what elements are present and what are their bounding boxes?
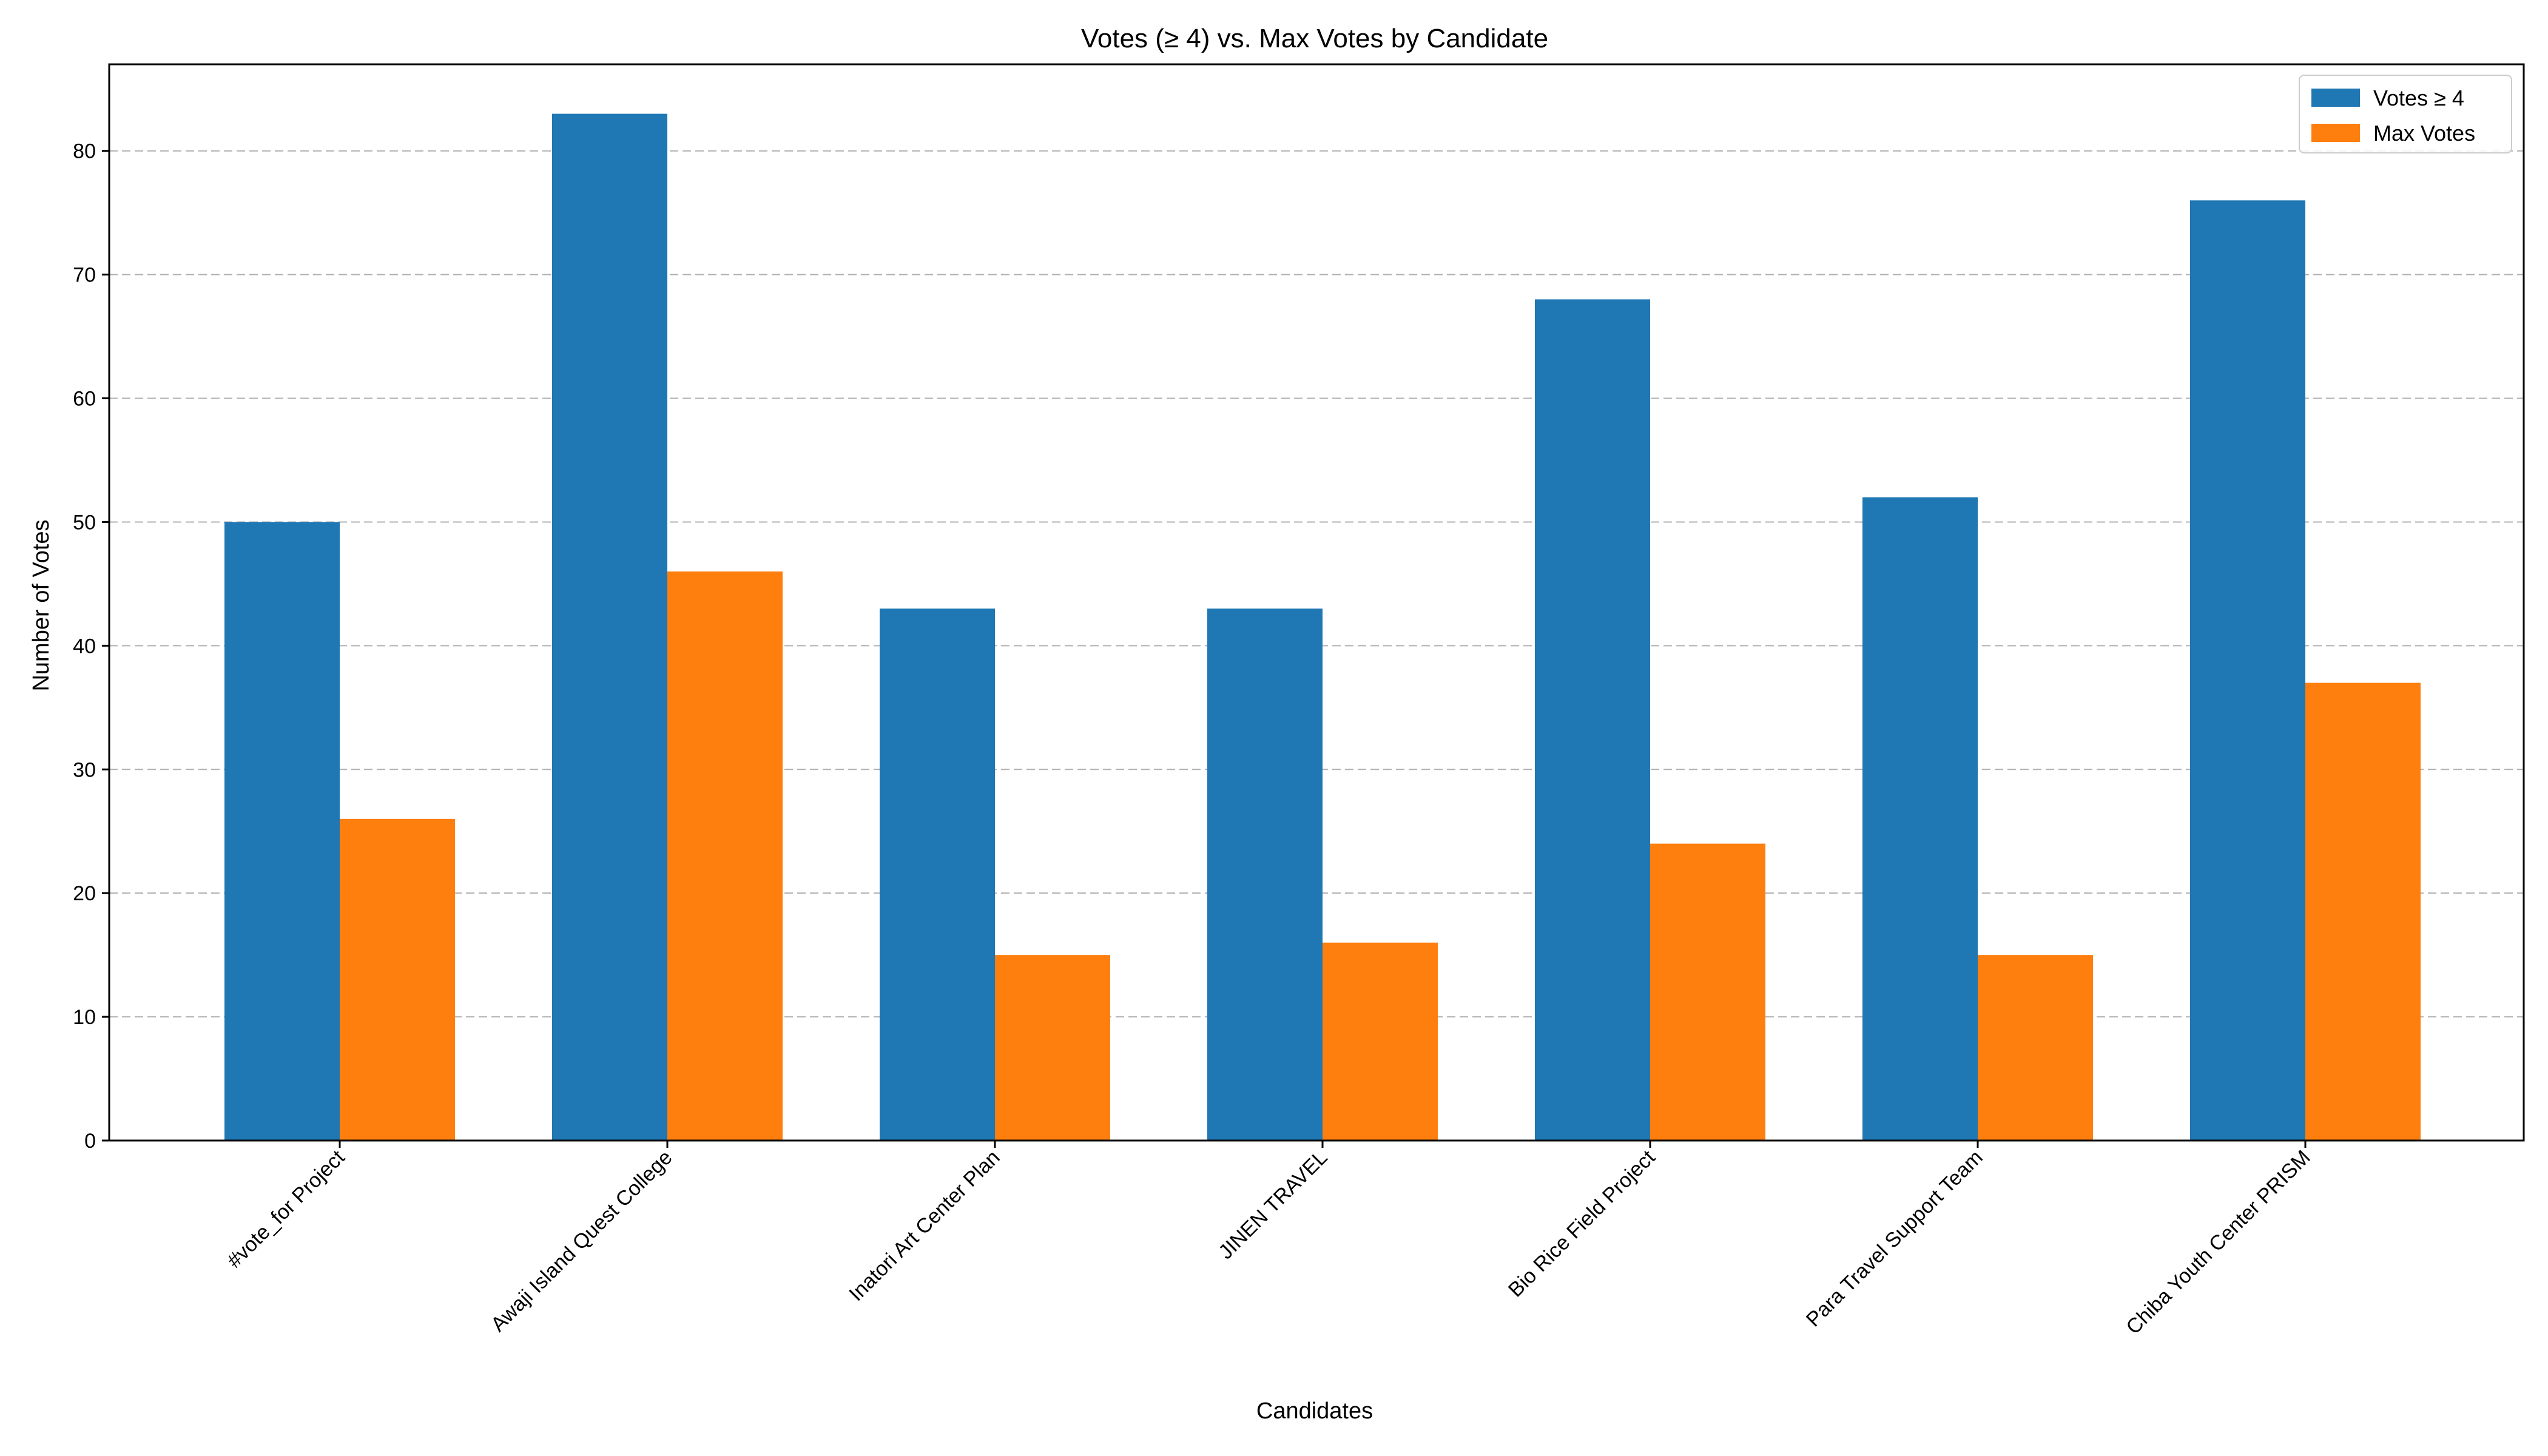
- plot-frame: [108, 63, 2525, 1142]
- bars: [224, 113, 2421, 1141]
- bar-votes-ge-4: [552, 113, 667, 1141]
- bar-max-votes: [340, 818, 455, 1141]
- x-tick-label: #vote_for Project: [223, 1145, 349, 1272]
- bar-max-votes: [2305, 682, 2421, 1141]
- bar-votes-ge-4: [1535, 299, 1650, 1141]
- y-tick-label: 50: [73, 511, 96, 534]
- legend: Votes ≥ 4 Max Votes: [2299, 75, 2512, 153]
- y-tick-label: 30: [73, 758, 96, 781]
- legend-swatch: [2311, 124, 2360, 142]
- y-tick-label: 10: [73, 1006, 96, 1029]
- gridlines: [109, 150, 2524, 1018]
- y-tick-label: 20: [73, 882, 96, 905]
- bar-votes-ge-4: [1862, 497, 1978, 1141]
- y-tick-label: 70: [73, 264, 96, 287]
- x-tick-label: Para Travel Support Team: [1802, 1146, 1987, 1332]
- legend-label: Votes ≥ 4: [2373, 86, 2464, 110]
- y-axis-label: Number of Votes: [29, 519, 54, 691]
- y-tick-label: 40: [73, 635, 96, 658]
- chart-title: Votes (≥ 4) vs. Max Votes by Candidate: [1081, 24, 1548, 53]
- y-axis: 0 10 20 30 40 50 60 70 80: [73, 140, 109, 1153]
- bar-max-votes: [1650, 843, 1765, 1141]
- y-tick-label: 60: [73, 388, 96, 411]
- x-tick-label: Awaji Island Quest College: [487, 1146, 677, 1336]
- bar-max-votes: [995, 955, 1110, 1141]
- bar-max-votes: [1978, 955, 2093, 1141]
- bar-votes-ge-4: [224, 522, 340, 1141]
- x-tick-label: JINEN TRAVEL: [1214, 1146, 1332, 1264]
- x-axis-label: Candidates: [1256, 1398, 1373, 1424]
- y-tick-label: 80: [73, 140, 96, 163]
- x-tick-label: Inatori Art Center Plan: [844, 1146, 1004, 1306]
- bar-votes-ge-4: [2190, 200, 2305, 1141]
- x-tick-label: Chiba Youth Center PRISM: [2122, 1146, 2314, 1339]
- bar-max-votes: [667, 571, 783, 1141]
- x-tick-label: Bio Rice Field Project: [1504, 1145, 1660, 1301]
- y-tick-label: 0: [84, 1130, 96, 1153]
- legend-label: Max Votes: [2373, 121, 2475, 146]
- bar-votes-ge-4: [1207, 608, 1323, 1141]
- legend-swatch: [2311, 89, 2360, 107]
- bar-votes-ge-4: [880, 608, 995, 1141]
- x-axis: #vote_for Project Awaji Island Quest Coll…: [223, 1141, 2315, 1339]
- bar-max-votes: [1323, 942, 1438, 1141]
